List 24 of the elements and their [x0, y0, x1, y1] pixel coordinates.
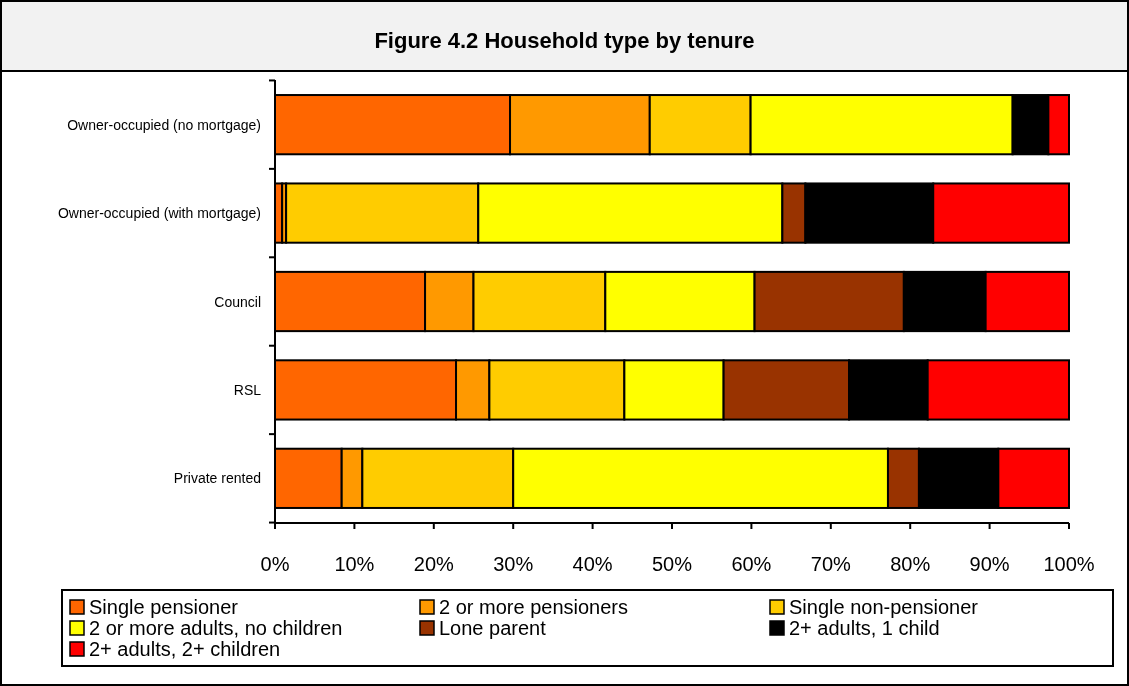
y-tick-label: Private rented [173, 470, 261, 487]
x-tick-label: 30% [493, 553, 534, 575]
x-tick-label: 50% [651, 553, 693, 575]
chart-title: Figure 4.2 Household type by tenure [374, 28, 755, 53]
x-tick-label: 0% [260, 553, 290, 575]
y-tick-label: Owner-occupied (no mortgage) [67, 116, 261, 133]
x-tick-label: 10% [334, 553, 375, 575]
legend-label: Single non-pensioner [789, 596, 979, 618]
legend-label: 2 or more adults, no children [89, 617, 343, 639]
legend-label: 2+ adults, 2+ children [89, 638, 281, 660]
y-tick-label: Council [214, 293, 261, 310]
x-tick-label: 100% [1043, 553, 1095, 575]
legend-label: Single pensioner [89, 596, 239, 618]
x-tick-label: 60% [731, 553, 772, 575]
legend-label: 2+ adults, 1 child [789, 617, 940, 639]
y-tick-label: RSL [233, 381, 262, 398]
y-tick-label: Owner-occupied (with mortgage) [57, 205, 261, 222]
x-tick-label: 90% [969, 553, 1010, 575]
legend-label: 2 or more pensioners [439, 596, 628, 618]
legend-label: Lone parent [439, 617, 547, 639]
x-tick-label: 70% [810, 553, 852, 575]
x-tick-label: 40% [572, 553, 613, 575]
x-tick-label: 20% [413, 553, 455, 575]
x-tick-label: 80% [890, 553, 931, 575]
